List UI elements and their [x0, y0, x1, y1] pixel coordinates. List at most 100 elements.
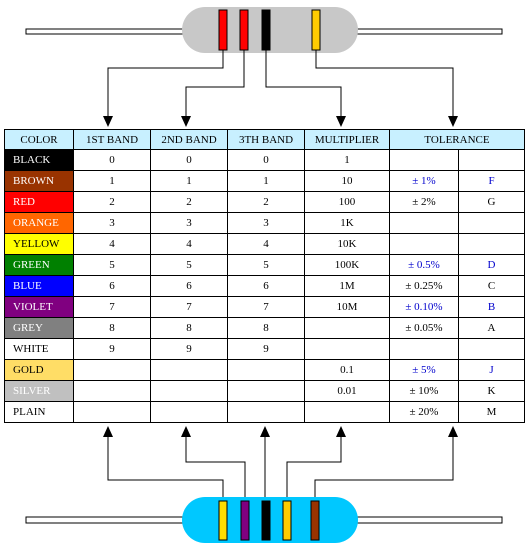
color-name-cell: BROWN	[4, 170, 74, 192]
band3-cell: 2	[227, 191, 305, 213]
tolerance-code-cell: A	[458, 317, 525, 339]
band1-cell: 8	[73, 317, 151, 339]
top-arrowheads	[103, 116, 458, 127]
band1-cell: 9	[73, 338, 151, 360]
arrow-down-icon	[448, 116, 458, 127]
tolerance-code-cell: B	[458, 296, 525, 318]
tolerance-cell: ± 0.5%	[389, 254, 459, 276]
bottom-connectors	[107, 437, 454, 502]
connector-b-band2	[185, 437, 246, 502]
connector-band2	[185, 50, 245, 116]
tolerance-code-cell: C	[458, 275, 525, 297]
arrow-down-icon	[103, 116, 113, 127]
tolerance-code-cell: K	[458, 380, 525, 402]
color-name-cell: ORANGE	[4, 212, 74, 234]
band2-cell: 4	[150, 233, 228, 255]
arrow-up-icon	[260, 426, 270, 437]
band1-cell	[73, 401, 151, 423]
arrow-up-icon	[448, 426, 458, 437]
multiplier-cell: 0.1	[304, 359, 390, 381]
multiplier-cell	[304, 401, 390, 423]
color-code-table: COLOR 1ST BAND 2ND BAND 3TH BAND MULTIPL…	[4, 129, 525, 423]
tolerance-code-cell: M	[458, 401, 525, 423]
header-band2: 2ND BAND	[150, 129, 228, 150]
color-name-cell: YELLOW	[4, 233, 74, 255]
band2-cell: 0	[150, 149, 228, 171]
table-row: ORANGE 3 3 3 1K	[4, 212, 525, 234]
tolerance-cell: ± 0.25%	[389, 275, 459, 297]
band3-cell: 4	[227, 233, 305, 255]
multiplier-cell: 10	[304, 170, 390, 192]
tolerance-code-cell	[458, 233, 525, 255]
multiplier-cell: 0.01	[304, 380, 390, 402]
band3-cell: 8	[227, 317, 305, 339]
band2-cell	[150, 401, 228, 423]
color-name-cell: VIOLET	[4, 296, 74, 318]
band3-cell: 9	[227, 338, 305, 360]
header-tolerance: TOLERANCE	[389, 129, 525, 150]
band1-cell: 7	[73, 296, 151, 318]
top-band-3	[261, 9, 271, 51]
connector-band1	[107, 50, 224, 116]
header-band3: 3TH BAND	[227, 129, 305, 150]
tolerance-cell	[389, 338, 459, 360]
bottom-band-4	[282, 500, 292, 541]
table-row: GOLD 0.1 ± 5% J	[4, 359, 525, 381]
color-name-cell: WHITE	[4, 338, 74, 360]
tolerance-cell	[389, 233, 459, 255]
multiplier-cell: 100K	[304, 254, 390, 276]
band3-cell: 1	[227, 170, 305, 192]
table-row: GREEN 5 5 5 100K ± 0.5% D	[4, 254, 525, 276]
arrow-down-icon	[336, 116, 346, 127]
multiplier-cell: 1	[304, 149, 390, 171]
color-name-cell: GOLD	[4, 359, 74, 381]
band2-cell: 7	[150, 296, 228, 318]
tolerance-cell: ± 5%	[389, 359, 459, 381]
band3-cell: 5	[227, 254, 305, 276]
band2-cell	[150, 380, 228, 402]
multiplier-cell: 10M	[304, 296, 390, 318]
table-row: BLUE 6 6 6 1M ± 0.25% C	[4, 275, 525, 297]
color-name-cell: SILVER	[4, 380, 74, 402]
connector-band3	[265, 50, 342, 116]
table-row: VIOLET 7 7 7 10M ± 0.10% B	[4, 296, 525, 318]
band3-cell: 7	[227, 296, 305, 318]
header-multiplier: MULTIPLIER	[304, 129, 390, 150]
table-row: RED 2 2 2 100 ± 2% G	[4, 191, 525, 213]
header-band1: 1ST BAND	[73, 129, 151, 150]
connector-b-band5	[314, 437, 454, 502]
table-row: BLACK 0 0 0 1	[4, 149, 525, 171]
tolerance-cell: ± 10%	[389, 380, 459, 402]
band2-cell: 5	[150, 254, 228, 276]
multiplier-cell: 1M	[304, 275, 390, 297]
tolerance-code-cell: J	[458, 359, 525, 381]
multiplier-cell: 100	[304, 191, 390, 213]
arrow-up-icon	[181, 426, 191, 437]
tolerance-code-cell	[458, 149, 525, 171]
table-row: SILVER 0.01 ± 10% K	[4, 380, 525, 402]
connector-band4	[315, 50, 454, 116]
multiplier-cell	[304, 317, 390, 339]
band2-cell	[150, 359, 228, 381]
band2-cell: 6	[150, 275, 228, 297]
tolerance-cell: ± 2%	[389, 191, 459, 213]
color-name-cell: BLUE	[4, 275, 74, 297]
band1-cell: 4	[73, 233, 151, 255]
band2-cell: 2	[150, 191, 228, 213]
table-row: YELLOW 4 4 4 10K	[4, 233, 525, 255]
tolerance-code-cell: G	[458, 191, 525, 213]
top-resistor	[25, 7, 503, 53]
multiplier-cell	[304, 338, 390, 360]
color-name-cell: PLAIN	[4, 401, 74, 423]
top-connectors	[107, 50, 454, 116]
band1-cell: 3	[73, 212, 151, 234]
table-row: PLAIN ± 20% M	[4, 401, 525, 423]
table-row: GREY 8 8 8 ± 0.05% A	[4, 317, 525, 339]
tolerance-cell	[389, 212, 459, 234]
bottom-band-5	[310, 500, 320, 541]
color-name-cell: GREEN	[4, 254, 74, 276]
band3-cell	[227, 359, 305, 381]
color-name-cell: BLACK	[4, 149, 74, 171]
tolerance-code-cell	[458, 338, 525, 360]
